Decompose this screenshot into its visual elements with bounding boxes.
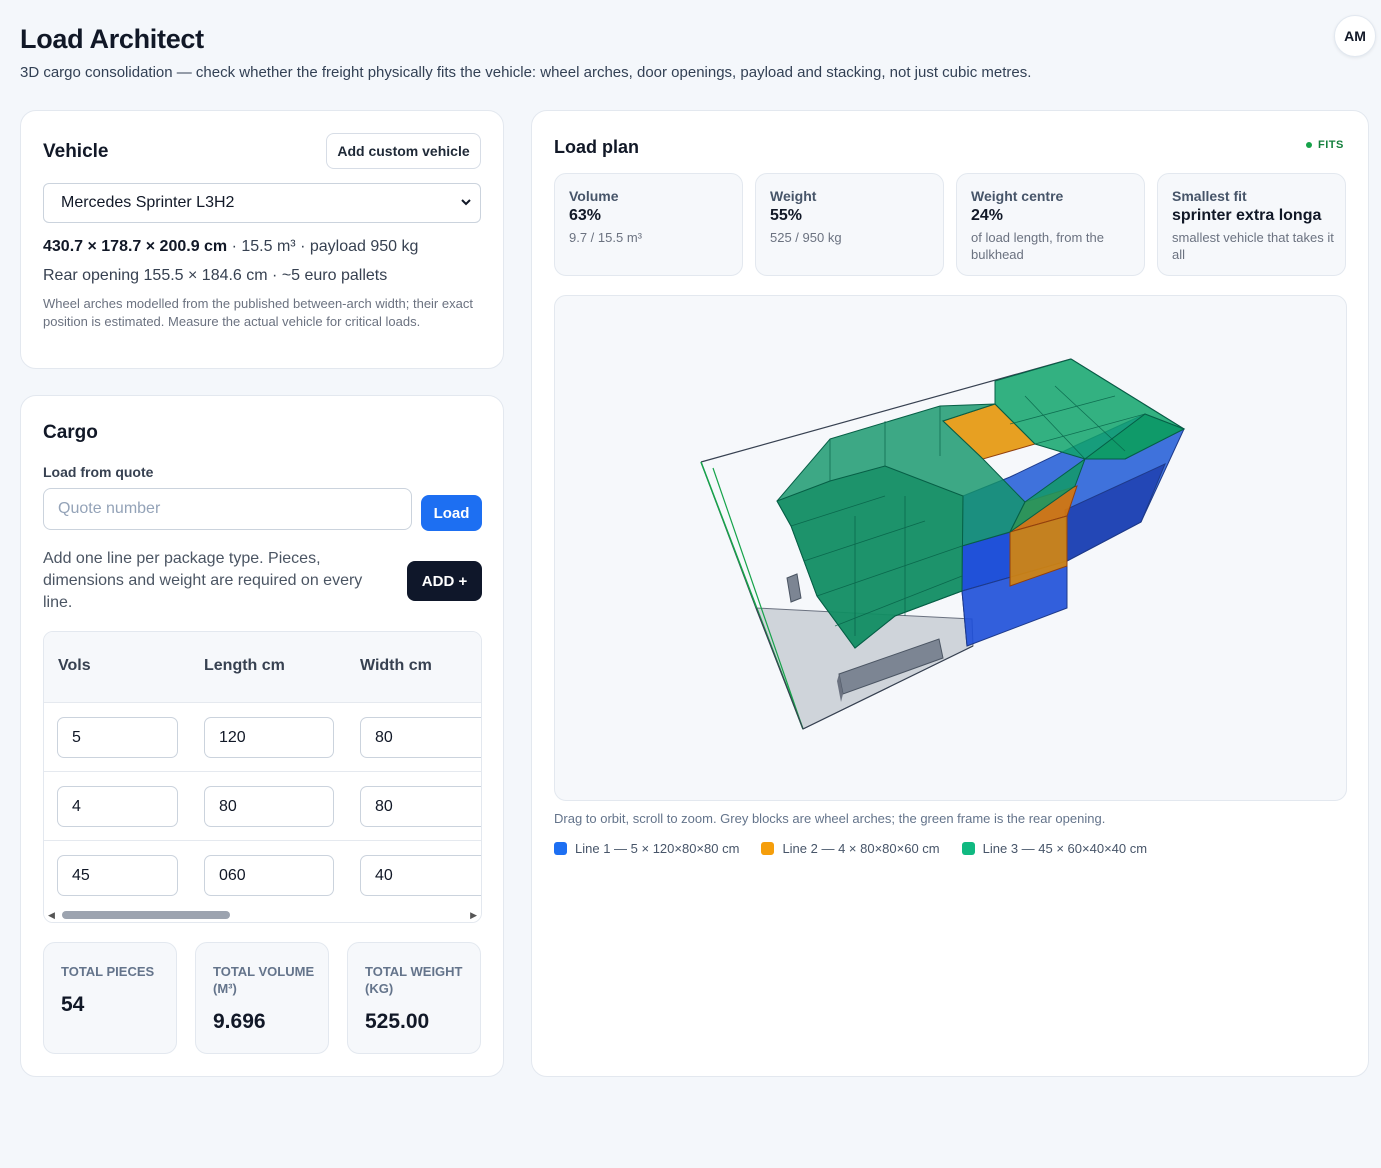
column-header-vols: Vols	[58, 657, 91, 674]
metric-weight-centre: Weight centre 24% of load length, from t…	[956, 173, 1145, 276]
vehicle-specs: 430.7 × 178.7 × 200.9 cm · 15.5 m³ · pay…	[43, 238, 418, 256]
total-weight-label: TOTAL WEIGHT (KG)	[365, 964, 463, 996]
status-dot-icon	[1306, 142, 1312, 148]
total-volume-label: TOTAL VOLUME (M³)	[213, 964, 315, 996]
total-volume-box: TOTAL VOLUME (M³) 9.696	[195, 942, 329, 1054]
table-row: 5 120 80	[44, 702, 481, 771]
vols-input[interactable]: 45	[57, 855, 178, 896]
load-plan-title: Load plan	[554, 137, 639, 157]
vehicle-title: Vehicle	[43, 141, 109, 162]
chevron-down-icon	[460, 196, 472, 211]
vehicle-dimensions: 430.7 × 178.7 × 200.9 cm	[43, 238, 228, 255]
metric-sub: 9.7 / 15.5 m³	[569, 230, 642, 245]
3d-load-viewport[interactable]	[554, 295, 1347, 801]
length-input[interactable]: 80	[204, 786, 334, 827]
legend-item-line-2: Line 2 — 4 × 80×80×60 cm	[761, 841, 940, 856]
load-plan-render[interactable]	[555, 296, 1347, 801]
metric-value: 63%	[569, 207, 602, 224]
metric-sub: smallest vehicle that takes it all	[1172, 230, 1334, 262]
table-row: 45 060 40	[44, 840, 481, 909]
width-input[interactable]: 80	[360, 786, 481, 827]
length-input[interactable]: 060	[204, 855, 334, 896]
total-pieces-box: TOTAL PIECES 54	[43, 942, 177, 1054]
total-weight-value: 525.00	[365, 1010, 430, 1033]
metric-label: Smallest fit	[1172, 188, 1247, 204]
width-input[interactable]: 80	[360, 717, 481, 758]
wheel-arch	[838, 638, 944, 695]
status-badge: FITS	[1306, 139, 1344, 151]
metric-label: Weight centre	[971, 188, 1064, 204]
metric-value: sprinter extra longa	[1172, 207, 1322, 224]
page-title: Load Architect	[20, 24, 204, 54]
legend-swatch	[761, 842, 775, 855]
cargo-card: Cargo Load from quote Quote number Load …	[20, 395, 504, 1077]
page-header: Load Architect 3D cargo consolidation — …	[20, 24, 1320, 81]
vehicle-volume: · 15.5 m³	[231, 238, 296, 255]
metric-sub: 525 / 950 kg	[770, 230, 842, 245]
cargo-title: Cargo	[43, 422, 98, 443]
vehicle-payload: · payload 950 kg	[300, 238, 419, 255]
add-line-button[interactable]: ADD +	[407, 561, 482, 601]
total-pieces-label: TOTAL PIECES	[61, 964, 155, 979]
viewport-caption: Drag to orbit, scroll to zoom. Grey bloc…	[554, 811, 1106, 826]
metric-label: Weight	[770, 188, 817, 204]
avatar[interactable]: AM	[1334, 15, 1376, 57]
metric-smallest-fit: Smallest fit sprinter extra longa smalle…	[1157, 173, 1346, 276]
vehicle-select-value: Mercedes Sprinter L3H2	[61, 194, 235, 211]
table-row: 4 80 80	[44, 771, 481, 840]
column-header-length: Length cm	[204, 657, 285, 674]
total-pieces-value: 54	[61, 993, 85, 1016]
legend-label: Line 1 — 5 × 120×80×80 cm	[575, 841, 740, 856]
rear-opening: Rear opening 155.5 × 184.6 cm · ~5 euro …	[43, 267, 388, 284]
load-quote-button[interactable]: Load	[421, 495, 482, 531]
legend-label: Line 2 — 4 × 80×80×60 cm	[782, 841, 940, 856]
metric-weight: Weight 55% 525 / 950 kg	[755, 173, 944, 276]
legend-swatch	[554, 842, 567, 855]
load-plan-card: Load plan FITS Volume 63% 9.7 / 15.5 m³ …	[531, 110, 1369, 1077]
legend-item-line-3: Line 3 — 45 × 60×40×40 cm	[961, 841, 1148, 856]
add-custom-vehicle-button[interactable]: Add custom vehicle	[326, 133, 481, 169]
legend-swatch	[961, 842, 975, 855]
vols-input[interactable]: 4	[57, 786, 178, 827]
legend-label: Line 3 — 45 × 60×40×40 cm	[982, 841, 1148, 856]
status-text: FITS	[1318, 139, 1344, 151]
cargo-table: Vols Length cm Width cm 5 120 80 4 80 80…	[43, 631, 482, 923]
column-header-width: Width cm	[360, 657, 432, 674]
vehicle-card: Vehicle Add custom vehicle Mercedes Spri…	[20, 110, 504, 369]
vols-input[interactable]: 5	[57, 717, 178, 758]
quote-label: Load from quote	[43, 464, 154, 480]
table-header: Vols Length cm Width cm	[44, 632, 481, 702]
metric-sub: of load length, from the bulkhead	[971, 230, 1104, 262]
scroll-left-icon[interactable]: ◀	[48, 910, 55, 920]
scroll-right-icon[interactable]: ▶	[470, 910, 477, 920]
legend-item-line-1: Line 1 — 5 × 120×80×80 cm	[554, 841, 739, 856]
scrollbar-thumb[interactable]	[62, 911, 230, 919]
page-subtitle: 3D cargo consolidation — check whether t…	[20, 64, 1032, 81]
legend: Line 1 — 5 × 120×80×80 cm Line 2 — 4 × 8…	[554, 841, 1147, 856]
width-input[interactable]: 40	[360, 855, 481, 896]
cargo-help-text: Add one line per package type. Pieces, d…	[43, 550, 363, 611]
vehicle-select[interactable]: Mercedes Sprinter L3H2	[43, 183, 481, 223]
metric-value: 24%	[971, 207, 1004, 224]
metric-label: Volume	[569, 188, 619, 204]
quote-number-input[interactable]: Quote number	[43, 488, 412, 530]
length-input[interactable]: 120	[204, 717, 334, 758]
vehicle-note: Wheel arches modelled from the published…	[43, 296, 473, 329]
horizontal-scrollbar[interactable]: ◀ ▶	[44, 908, 481, 922]
wheel-arch	[786, 573, 802, 603]
metric-volume: Volume 63% 9.7 / 15.5 m³	[554, 173, 743, 276]
total-volume-value: 9.696	[213, 1010, 266, 1033]
total-weight-box: TOTAL WEIGHT (KG) 525.00	[347, 942, 481, 1054]
metric-value: 55%	[770, 207, 803, 224]
